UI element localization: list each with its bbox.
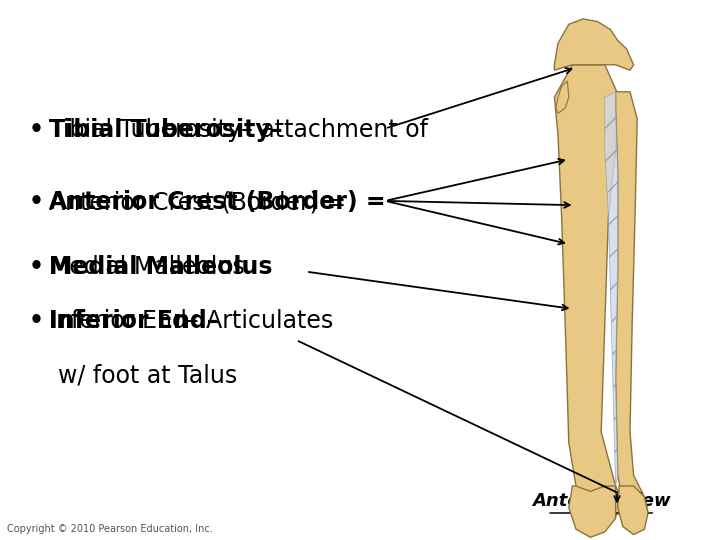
Polygon shape [605, 92, 618, 486]
Polygon shape [554, 19, 634, 70]
Text: Anterior View: Anterior View [532, 492, 670, 510]
Text: •: • [29, 118, 44, 141]
Text: Inferior End–: Inferior End– [49, 309, 218, 333]
Polygon shape [556, 81, 569, 113]
Text: •: • [29, 191, 44, 214]
Text: Medial Malleolus: Medial Malleolus [49, 255, 272, 279]
Text: Inferior End– Articulates: Inferior End– Articulates [49, 309, 333, 333]
Text: Medial Malleolus: Medial Malleolus [49, 255, 245, 279]
Polygon shape [554, 65, 626, 518]
Text: Anterior Crest (Border) =: Anterior Crest (Border) = [49, 191, 346, 214]
Text: Tibial Tuberosity– attachment of: Tibial Tuberosity– attachment of [49, 118, 428, 141]
Polygon shape [616, 92, 648, 518]
Text: •: • [29, 309, 44, 333]
Text: Copyright © 2010 Pearson Education, Inc.: Copyright © 2010 Pearson Education, Inc. [7, 523, 213, 534]
Text: Anterior Crest (Border) =: Anterior Crest (Border) = [49, 191, 386, 214]
Polygon shape [569, 486, 616, 537]
Text: Tibial Tuberosity–: Tibial Tuberosity– [49, 118, 282, 141]
Text: •: • [29, 255, 44, 279]
Text: w/ foot at Talus: w/ foot at Talus [58, 363, 237, 387]
Polygon shape [618, 486, 648, 535]
